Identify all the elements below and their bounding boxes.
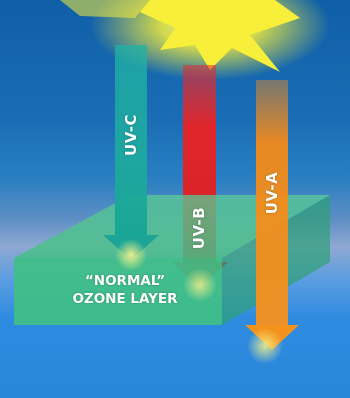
uv-a-arrow — [245, 80, 299, 364]
uv-b-glow — [183, 268, 217, 302]
uv-b-label: UV-B — [190, 206, 208, 250]
uv-c-label: UV-C — [122, 114, 140, 156]
ozone-layer-label: “NORMAL” OZONE LAYER — [70, 272, 180, 308]
uv-a-label: UV-A — [263, 171, 281, 215]
ozone-label-line2: OZONE LAYER — [72, 291, 178, 307]
ozone-label-line1: “NORMAL” — [84, 273, 166, 289]
sun-icon — [60, 0, 330, 80]
uv-c-arrow — [103, 45, 159, 271]
